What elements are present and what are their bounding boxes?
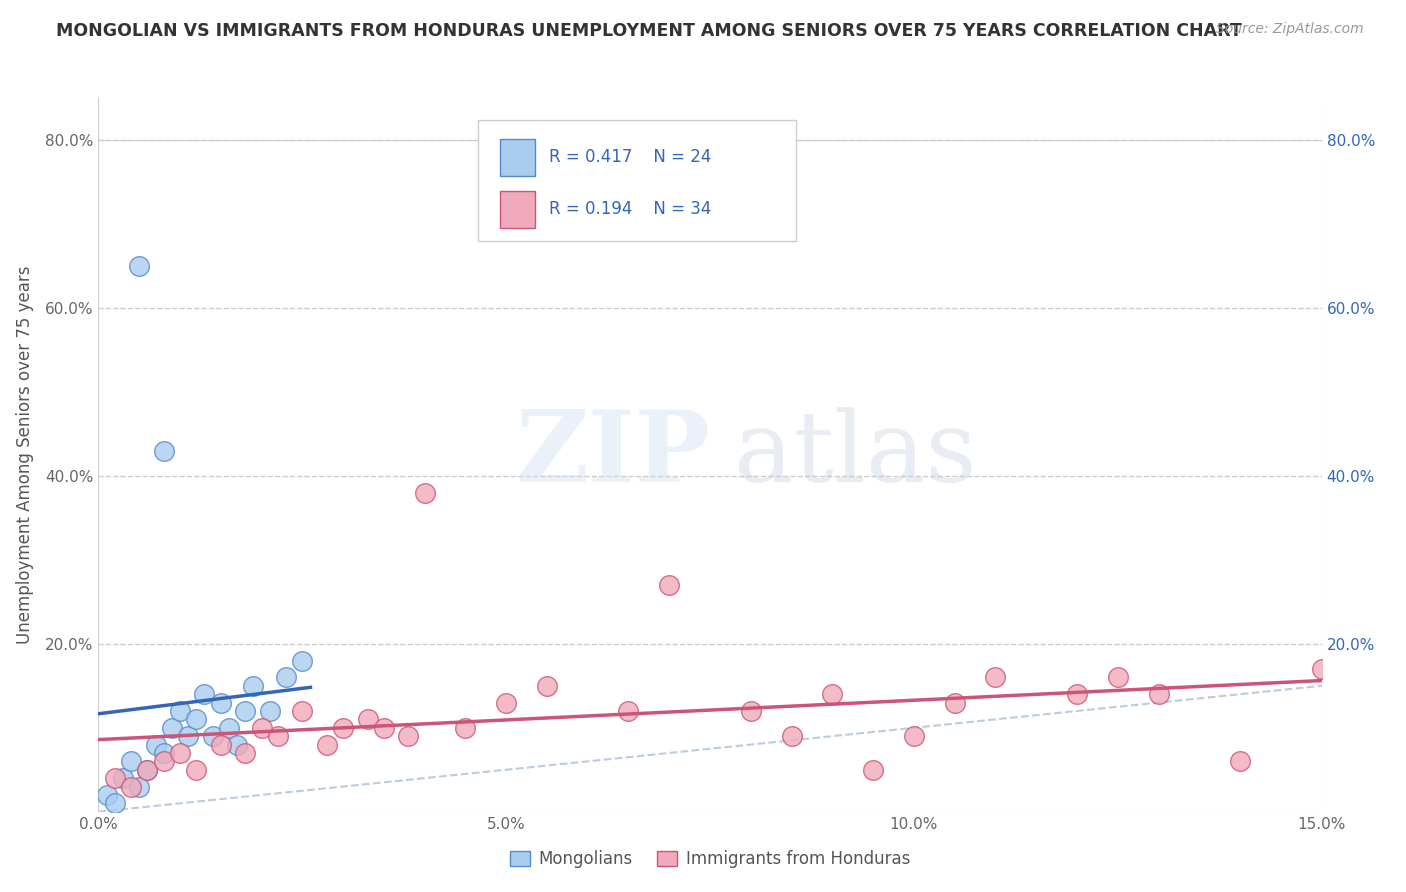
Point xyxy=(373,721,395,735)
Point xyxy=(128,780,150,794)
Point xyxy=(201,729,224,743)
Point xyxy=(209,696,232,710)
Text: atlas: atlas xyxy=(734,407,977,503)
Point xyxy=(104,797,127,811)
Point xyxy=(903,729,925,743)
Point xyxy=(943,696,966,710)
Point xyxy=(259,704,281,718)
Point xyxy=(186,712,208,726)
Point xyxy=(120,780,142,794)
Point xyxy=(1147,687,1170,701)
Point xyxy=(780,729,803,743)
FancyBboxPatch shape xyxy=(478,120,796,241)
Point xyxy=(658,578,681,592)
Point xyxy=(267,729,290,743)
Point xyxy=(413,485,436,500)
Point xyxy=(1229,755,1251,769)
Text: MONGOLIAN VS IMMIGRANTS FROM HONDURAS UNEMPLOYMENT AMONG SENIORS OVER 75 YEARS C: MONGOLIAN VS IMMIGRANTS FROM HONDURAS UN… xyxy=(56,22,1241,40)
Point xyxy=(495,696,517,710)
Point xyxy=(1066,687,1088,701)
Point xyxy=(617,704,640,718)
Point xyxy=(186,763,208,777)
Text: Source: ZipAtlas.com: Source: ZipAtlas.com xyxy=(1216,22,1364,37)
Point xyxy=(740,704,762,718)
Point xyxy=(291,654,314,668)
Point xyxy=(315,738,337,752)
Point xyxy=(454,721,477,735)
Point xyxy=(1310,662,1333,676)
Text: R = 0.194    N = 34: R = 0.194 N = 34 xyxy=(548,200,711,218)
Point xyxy=(128,259,150,273)
Point xyxy=(136,763,159,777)
Y-axis label: Unemployment Among Seniors over 75 years: Unemployment Among Seniors over 75 years xyxy=(15,266,34,644)
Point xyxy=(356,712,378,726)
Point xyxy=(233,746,256,760)
Point xyxy=(821,687,844,701)
Point xyxy=(160,721,183,735)
FancyBboxPatch shape xyxy=(499,139,536,176)
Point xyxy=(233,704,256,718)
Point xyxy=(291,704,314,718)
Legend: Mongolians, Immigrants from Honduras: Mongolians, Immigrants from Honduras xyxy=(503,844,917,875)
Point xyxy=(226,738,249,752)
Point xyxy=(218,721,240,735)
Point xyxy=(152,746,174,760)
Text: R = 0.417    N = 24: R = 0.417 N = 24 xyxy=(548,148,711,166)
Text: ZIP: ZIP xyxy=(515,407,710,503)
Point xyxy=(120,755,142,769)
FancyBboxPatch shape xyxy=(499,191,536,228)
Point xyxy=(96,788,118,802)
Point xyxy=(396,729,419,743)
Point xyxy=(145,738,167,752)
Point xyxy=(193,687,215,701)
Point xyxy=(862,763,884,777)
Point xyxy=(111,771,134,785)
Point xyxy=(984,670,1007,684)
Point xyxy=(242,679,264,693)
Point xyxy=(152,443,174,458)
Point xyxy=(1107,670,1129,684)
Point xyxy=(104,771,127,785)
Point xyxy=(152,755,174,769)
Point xyxy=(536,679,558,693)
Point xyxy=(136,763,159,777)
Point xyxy=(209,738,232,752)
Point xyxy=(332,721,354,735)
Point xyxy=(169,746,191,760)
Point xyxy=(250,721,273,735)
Point xyxy=(274,670,297,684)
Point xyxy=(177,729,200,743)
Point xyxy=(169,704,191,718)
